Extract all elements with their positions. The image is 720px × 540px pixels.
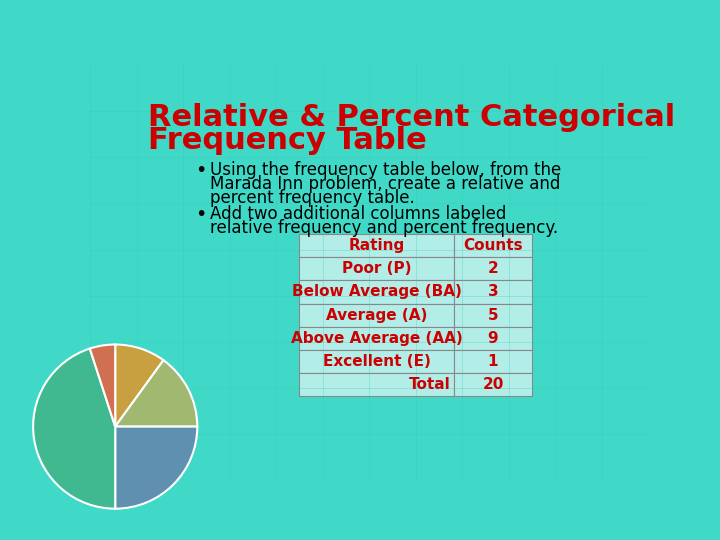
Bar [300,234,454,257]
Bar [300,303,454,327]
Wedge shape [90,345,115,427]
Text: •: • [194,161,206,180]
Wedge shape [115,427,197,509]
Wedge shape [115,345,163,427]
Bar [454,280,532,303]
Text: 20: 20 [482,377,504,392]
Text: 1: 1 [487,354,498,369]
Text: Frequency Table: Frequency Table [148,126,427,156]
Text: Marada Inn problem, create a relative and: Marada Inn problem, create a relative an… [210,175,560,193]
Text: 3: 3 [487,285,498,300]
Text: relative frequency and percent frequency.: relative frequency and percent frequency… [210,219,558,237]
Text: Below Average (BA): Below Average (BA) [292,285,462,300]
Text: Rating: Rating [348,238,405,253]
Bar [454,257,532,280]
Text: Using the frequency table below, from the: Using the frequency table below, from th… [210,161,562,179]
Text: Total: Total [409,377,451,392]
Bar [300,327,454,350]
Text: •: • [194,205,206,224]
Bar [454,373,532,396]
Bar [300,280,454,303]
Bar [300,350,454,373]
Text: Relative & Percent Categorical: Relative & Percent Categorical [148,103,675,132]
Bar [454,234,532,257]
Text: percent frequency table.: percent frequency table. [210,189,415,207]
Text: 9: 9 [487,330,498,346]
Text: Counts: Counts [463,238,523,253]
Text: 2: 2 [487,261,498,276]
Text: 5: 5 [487,308,498,322]
Text: Poor (P): Poor (P) [342,261,412,276]
Text: Average (A): Average (A) [326,308,428,322]
Text: Add two additional columns labeled: Add two additional columns labeled [210,205,506,223]
Wedge shape [115,360,197,427]
Text: Excellent (E): Excellent (E) [323,354,431,369]
Bar [300,373,454,396]
Bar [454,350,532,373]
Wedge shape [33,348,115,509]
Bar [300,257,454,280]
Bar [454,303,532,327]
Text: Above Average (AA): Above Average (AA) [291,330,463,346]
Bar [454,327,532,350]
